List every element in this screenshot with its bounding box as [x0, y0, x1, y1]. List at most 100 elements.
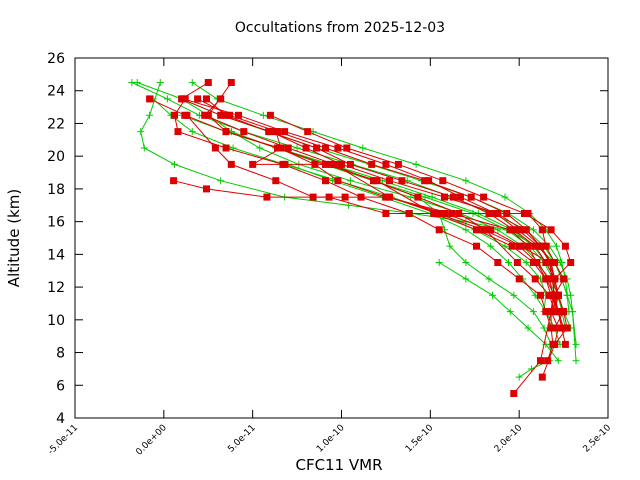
- data-point: [552, 242, 560, 250]
- data-point: [538, 226, 546, 234]
- data-point: [538, 373, 546, 381]
- data-point: [266, 111, 274, 119]
- x-axis-label: CFC11 VMR: [295, 456, 382, 474]
- data-point: [462, 177, 470, 185]
- data-point: [217, 177, 225, 185]
- data-point: [487, 226, 495, 234]
- data-point: [558, 259, 566, 267]
- data-point: [256, 144, 264, 152]
- data-point: [547, 275, 555, 283]
- y-tick-label: 10: [47, 313, 65, 329]
- data-point: [515, 373, 523, 381]
- x-tick-label: -5.0e-11: [46, 423, 80, 457]
- data-point: [572, 357, 580, 365]
- data-point: [524, 324, 532, 332]
- data-point: [544, 357, 552, 365]
- data-point: [346, 177, 354, 185]
- data-point: [480, 193, 488, 201]
- y-tick-label: 4: [56, 411, 65, 427]
- data-point: [222, 128, 230, 136]
- data-point: [203, 185, 210, 193]
- data-point: [501, 193, 509, 201]
- data-point: [334, 144, 342, 152]
- data-point: [563, 324, 571, 332]
- data-point: [517, 242, 525, 250]
- data-point: [561, 242, 569, 250]
- y-tick-label: 6: [56, 378, 65, 394]
- data-point: [201, 111, 209, 119]
- data-point: [217, 95, 225, 103]
- data-point: [529, 226, 537, 234]
- data-point: [489, 291, 497, 299]
- series-green-11: [435, 259, 562, 365]
- y-tick-label: 18: [47, 182, 65, 198]
- data-point: [398, 177, 406, 185]
- data-point: [529, 308, 537, 316]
- data-point: [204, 111, 212, 119]
- data-point: [293, 144, 301, 152]
- data-point: [249, 160, 257, 168]
- data-point: [137, 128, 145, 136]
- data-point: [274, 144, 281, 152]
- data-point: [330, 160, 338, 168]
- data-point: [327, 160, 335, 168]
- data-point: [542, 308, 550, 316]
- x-tick-label: 5.0e-11: [226, 423, 258, 455]
- data-point: [554, 324, 562, 332]
- series-red-10: [183, 111, 568, 316]
- data-point: [277, 144, 285, 152]
- series-red-9: [249, 128, 559, 316]
- data-point: [341, 193, 349, 201]
- data-point: [235, 111, 242, 119]
- data-point: [435, 259, 443, 267]
- data-point: [522, 259, 530, 267]
- data-point: [171, 111, 178, 119]
- data-point: [547, 226, 555, 234]
- series-green-8: [320, 160, 555, 381]
- data-point: [551, 340, 559, 348]
- data-point: [188, 128, 196, 136]
- data-point: [457, 193, 464, 201]
- data-point: [481, 226, 489, 234]
- data-point: [494, 259, 502, 266]
- series-red-7: [194, 95, 562, 316]
- data-point: [441, 210, 448, 217]
- data-point: [494, 210, 502, 217]
- data-point: [560, 308, 568, 316]
- data-point: [542, 242, 550, 250]
- data-point: [435, 226, 443, 234]
- data-point: [146, 111, 154, 119]
- y-tick-label: 26: [47, 51, 65, 67]
- data-point: [222, 144, 230, 152]
- data-point: [537, 357, 544, 365]
- data-point: [263, 193, 271, 201]
- data-point: [140, 144, 148, 152]
- y-axis-label: Altitude (km): [5, 189, 23, 287]
- y-tick-label: 20: [47, 149, 65, 165]
- data-point: [227, 160, 235, 168]
- data-point: [551, 291, 559, 299]
- series-line: [186, 114, 565, 312]
- data-point: [535, 242, 543, 250]
- data-point: [545, 259, 553, 266]
- data-point: [551, 259, 559, 266]
- data-point: [510, 226, 518, 234]
- data-point: [394, 160, 402, 168]
- data-point: [519, 226, 527, 234]
- data-point: [384, 193, 392, 201]
- x-tick-label: 1.5e-10: [404, 423, 436, 455]
- data-point: [281, 128, 289, 136]
- data-point: [521, 210, 528, 217]
- data-point: [540, 324, 548, 332]
- data-point: [179, 95, 187, 103]
- data-point: [487, 242, 495, 250]
- series-layer: [128, 79, 580, 397]
- y-tick-label: 22: [47, 116, 65, 132]
- data-point: [545, 291, 553, 299]
- data-point: [211, 144, 219, 152]
- data-point: [304, 128, 312, 136]
- data-point: [368, 160, 376, 168]
- data-point: [462, 259, 470, 267]
- data-point: [334, 177, 342, 185]
